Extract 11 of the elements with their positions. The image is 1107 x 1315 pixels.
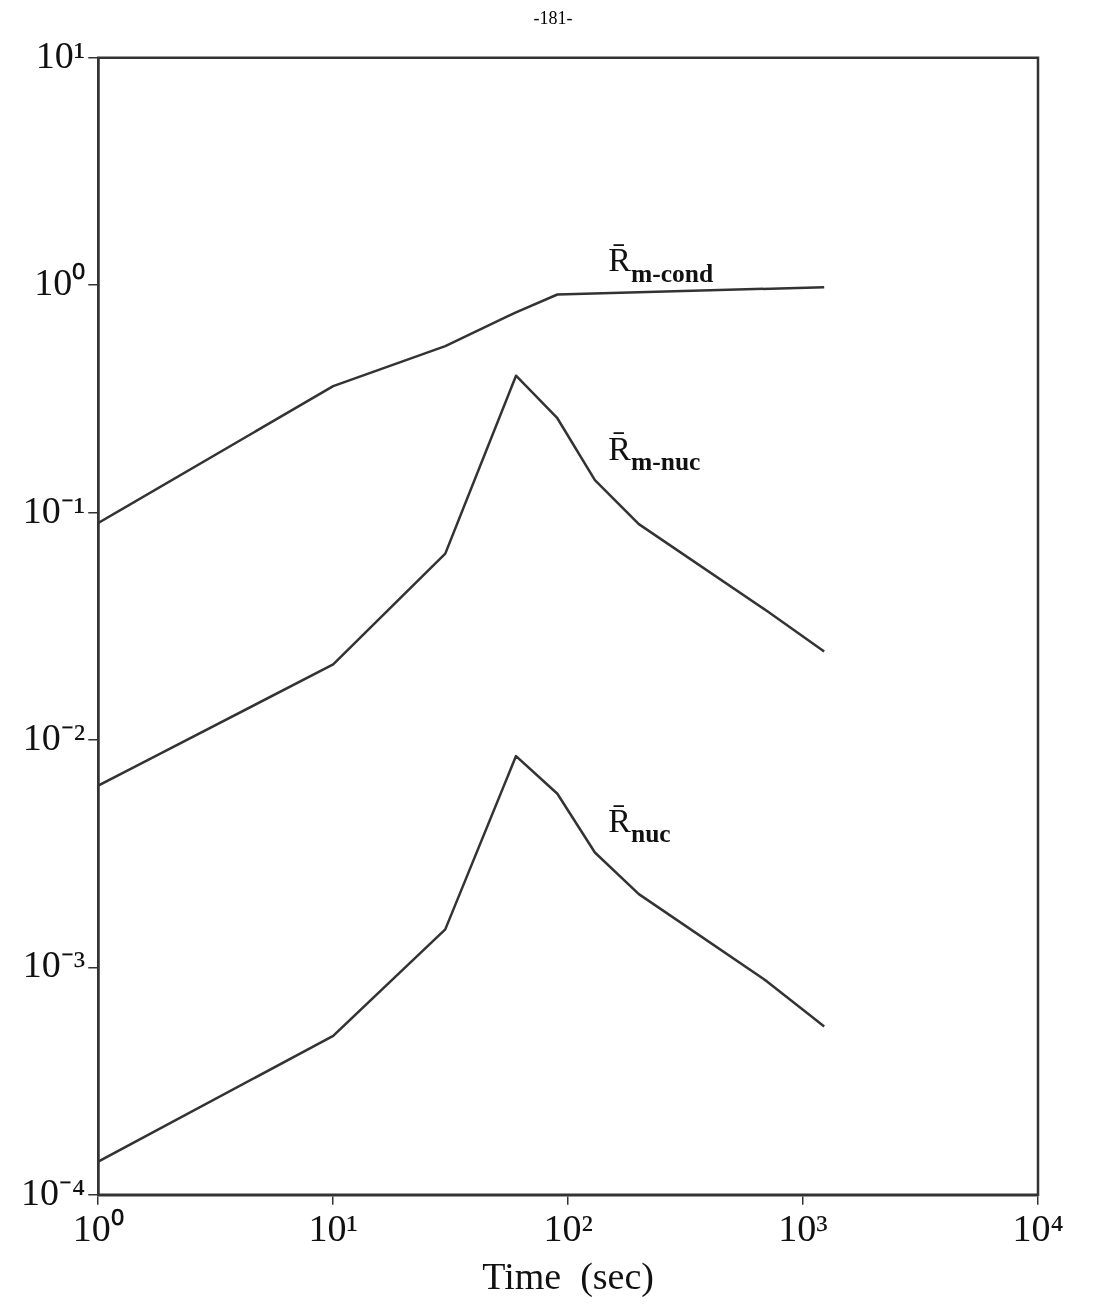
y-tick-label: 10¹ bbox=[35, 33, 86, 76]
x-tick-label: 10³ bbox=[778, 1206, 828, 1249]
x-tick-label: 10¹ bbox=[308, 1206, 358, 1249]
y-tick-label: 10⁰ bbox=[34, 261, 86, 304]
x-tick-label: 10⁴ bbox=[1012, 1206, 1064, 1249]
y-tick-label: 10⁻³ bbox=[22, 943, 86, 986]
text: -181- bbox=[532, 8, 574, 30]
y-tick-label: 10⁻¹ bbox=[22, 488, 86, 531]
x-tick-label: 10² bbox=[543, 1206, 593, 1249]
y-tick-label: 10⁻² bbox=[22, 715, 86, 758]
x-axis-title: Time (sec) bbox=[482, 1255, 654, 1299]
